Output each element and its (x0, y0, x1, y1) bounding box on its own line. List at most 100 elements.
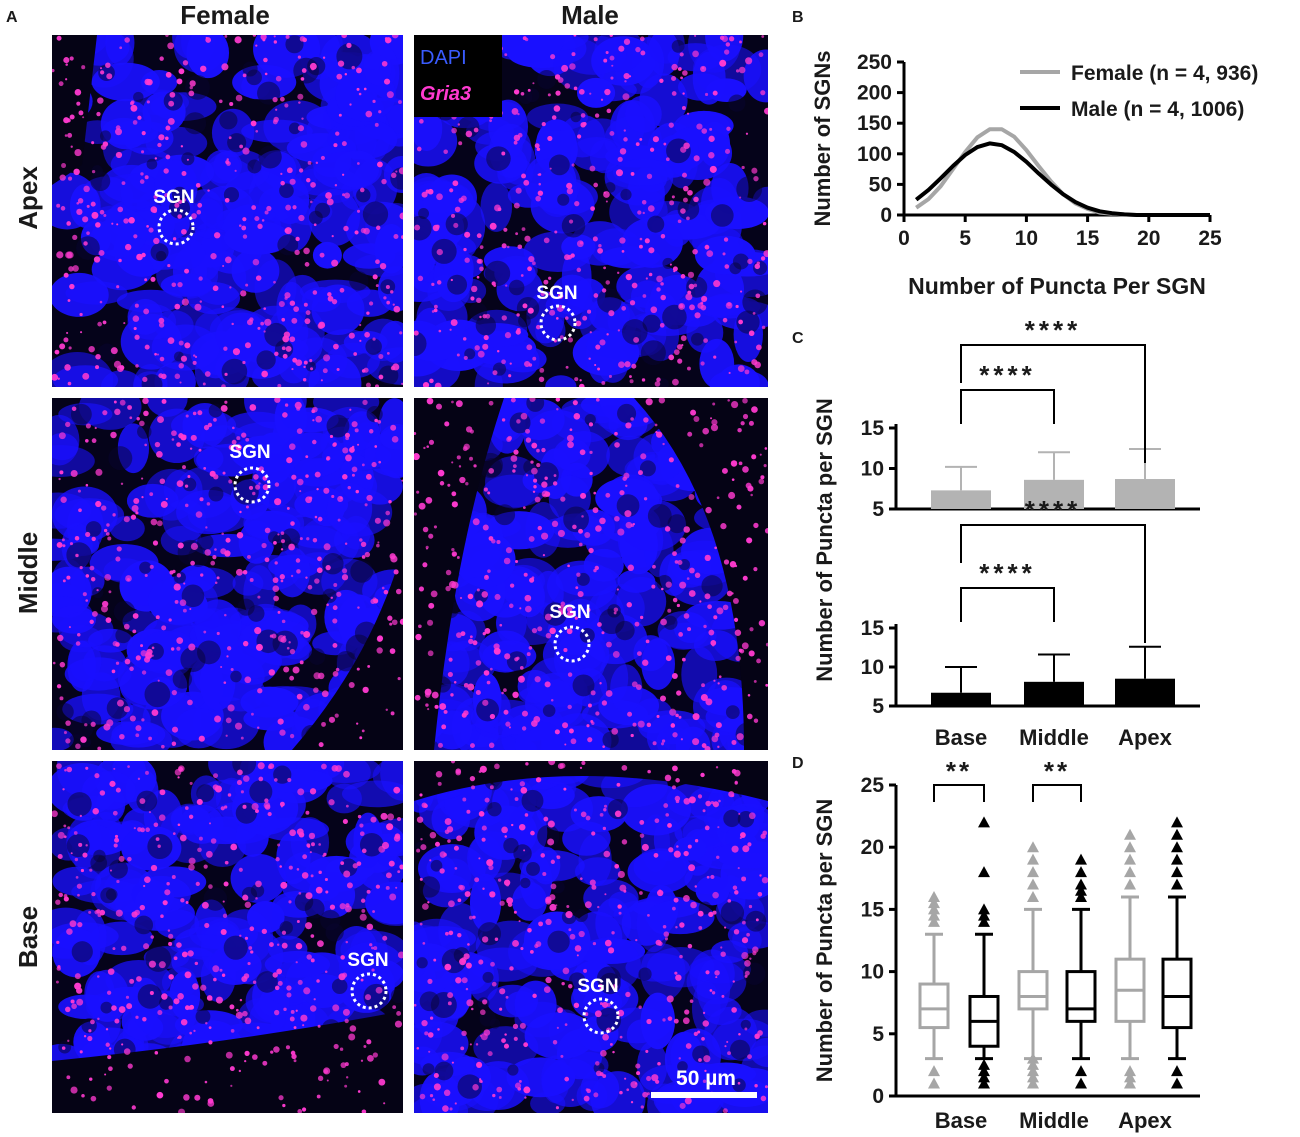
gria3-puncta (732, 980, 735, 983)
gria3-puncta (371, 461, 377, 468)
gria3-puncta (57, 965, 61, 969)
gria3-puncta (475, 660, 482, 666)
dapi-nucleus (709, 369, 768, 387)
gria3-puncta (519, 1022, 526, 1029)
gria3-puncta (578, 542, 583, 547)
gria3-puncta (560, 601, 566, 607)
gria3-puncta (116, 285, 120, 289)
gria3-puncta (684, 1097, 692, 1105)
gria3-puncta (590, 690, 596, 696)
gria3-puncta (519, 665, 524, 670)
gria3-puncta (716, 607, 724, 615)
gria3-puncta (337, 518, 341, 522)
gria3-puncta (376, 543, 380, 548)
gria3-puncta (522, 303, 528, 309)
dark-gap (197, 533, 214, 551)
gria3-puncta (639, 615, 644, 620)
gria3-puncta (130, 514, 137, 520)
dapi-nucleus (186, 35, 230, 79)
gria3-puncta (748, 812, 756, 820)
gria3-puncta (524, 594, 532, 602)
gria3-puncta (564, 743, 567, 746)
gria3-puncta (360, 898, 366, 903)
dark-gap (108, 859, 128, 879)
gria3-puncta (323, 487, 330, 494)
gria3-puncta (451, 491, 457, 497)
gria3-puncta (139, 798, 146, 805)
gria3-puncta (435, 770, 443, 778)
gria3-puncta (542, 871, 547, 877)
gria3-puncta (242, 147, 250, 155)
gria3-puncta (639, 891, 643, 895)
gria3-puncta (702, 809, 706, 813)
dark-gap (203, 887, 228, 911)
gria3-puncta (255, 275, 262, 281)
gria3-puncta (657, 889, 664, 897)
gria3-puncta (646, 173, 653, 179)
dark-gap (547, 930, 570, 953)
gria3-puncta (640, 50, 646, 56)
gria3-puncta (445, 931, 449, 936)
gria3-puncta (651, 1074, 659, 1082)
dapi-nucleus (633, 848, 688, 886)
gria3-puncta (586, 1088, 591, 1094)
gria3-puncta (303, 247, 310, 255)
gria3-puncta (273, 40, 278, 44)
gria3-puncta (664, 526, 671, 532)
gria3-puncta (69, 920, 77, 928)
gria3-puncta (252, 980, 257, 984)
gria3-puncta (489, 891, 496, 898)
gria3-puncta (671, 63, 678, 71)
gria3-puncta (297, 55, 301, 59)
gria3-puncta (472, 518, 480, 526)
gria3-puncta (663, 142, 667, 146)
gria3-puncta (492, 1093, 496, 1098)
gria3-puncta (315, 415, 322, 423)
dark-gap (335, 650, 357, 672)
gria3-puncta (612, 984, 618, 990)
gria3-puncta (86, 231, 90, 235)
gria3-puncta (323, 1069, 329, 1074)
dapi-nucleus (154, 310, 194, 341)
gria3-puncta (268, 669, 276, 676)
gria3-puncta (59, 174, 66, 181)
gria3-puncta (520, 786, 528, 794)
gria3-puncta (74, 535, 80, 541)
gria3-puncta (167, 42, 175, 50)
gria3-puncta (104, 573, 112, 581)
gria3-puncta (385, 872, 392, 879)
outlier-marker (1027, 1058, 1039, 1070)
gria3-puncta (197, 410, 203, 416)
gria3-puncta (252, 491, 256, 496)
gria3-puncta (482, 887, 485, 890)
gria3-puncta (656, 287, 661, 292)
gria3-puncta (561, 64, 569, 72)
sgn-marker-middle-male: SGN (549, 602, 591, 663)
gria3-puncta (74, 148, 82, 157)
dark-gap (171, 186, 188, 203)
gria3-puncta (90, 201, 96, 207)
gria3-puncta (71, 1003, 77, 1010)
gria3-puncta (177, 776, 180, 779)
gria3-puncta (548, 292, 552, 296)
gria3-puncta (630, 1081, 638, 1089)
gria3-puncta (578, 528, 583, 534)
gria3-puncta (258, 776, 264, 782)
gria3-puncta (736, 733, 744, 741)
gria3-puncta (645, 1049, 649, 1053)
y-tick-label: 5 (872, 1023, 884, 1046)
y-tick-label: 250 (857, 51, 892, 74)
gria3-puncta (223, 681, 227, 684)
dark-gap (185, 74, 210, 100)
gria3-puncta (313, 998, 316, 1001)
gria3-puncta (366, 494, 373, 502)
gria3-puncta (445, 569, 452, 576)
gria3-puncta (427, 901, 430, 904)
dark-gap (526, 862, 540, 876)
gria3-puncta (501, 826, 508, 834)
dapi-nucleus (54, 498, 125, 532)
gria3-puncta (326, 603, 329, 607)
gria3-puncta (197, 847, 202, 853)
gria3-puncta (597, 622, 602, 627)
dark-gap (414, 331, 427, 357)
